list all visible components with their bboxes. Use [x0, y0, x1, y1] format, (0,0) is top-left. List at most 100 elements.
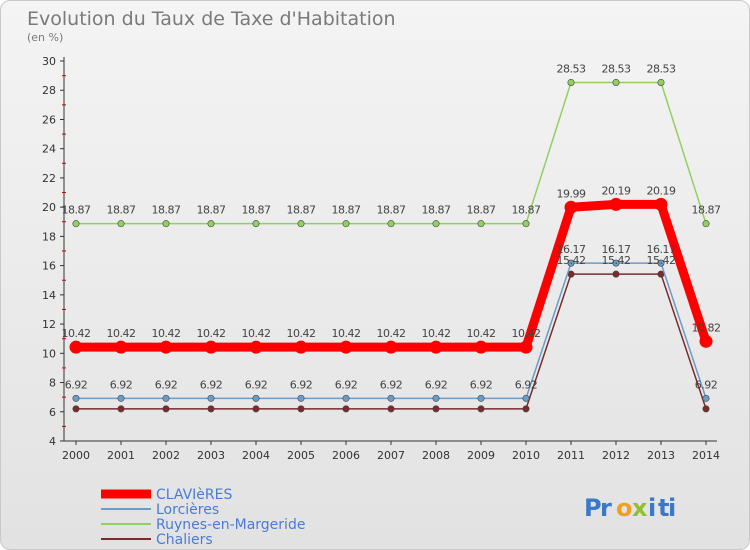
data-labels: 15.42 15.42 15.42 6.92 6.92 6.92 6.92 6.92 6.92 6…	[62, 62, 722, 391]
data-point	[117, 220, 125, 228]
data-point	[609, 197, 623, 211]
data-label: 20.19	[647, 184, 676, 197]
data-point	[159, 340, 173, 354]
x-tick-label: 2000	[62, 449, 90, 462]
data-label: 15.42	[602, 254, 631, 267]
data-label: 10.42	[197, 327, 226, 340]
y-tick-label: 8	[49, 377, 56, 390]
data-point	[429, 340, 443, 354]
data-point	[72, 405, 80, 413]
data-point	[72, 394, 80, 402]
data-label: 28.53	[602, 62, 631, 75]
data-point	[294, 340, 308, 354]
data-label: 6.92	[245, 378, 268, 391]
data-point	[702, 220, 710, 228]
data-label: 6.92	[470, 378, 493, 391]
data-point	[162, 405, 170, 413]
y-tick-label: 28	[42, 84, 56, 97]
x-tick-label: 2007	[377, 449, 405, 462]
chart-subtitle: (en %)	[27, 31, 63, 44]
data-label: 6.92	[695, 378, 718, 391]
data-label: 6.92	[290, 378, 313, 391]
data-point	[567, 78, 575, 86]
data-label: 20.19	[602, 184, 631, 197]
data-label: 18.87	[107, 204, 136, 217]
data-point	[702, 405, 710, 413]
data-point	[384, 340, 398, 354]
x-tick-label: 2003	[197, 449, 225, 462]
data-point	[252, 220, 260, 228]
logo-letter: i	[648, 494, 656, 522]
data-label: 6.92	[380, 378, 403, 391]
logo-letter: r	[600, 494, 612, 522]
data-label: 6.92	[65, 378, 88, 391]
x-tick-label: 2009	[467, 449, 495, 462]
data-label: 18.87	[332, 204, 361, 217]
y-tick-label: 26	[42, 113, 56, 126]
data-point	[342, 220, 350, 228]
data-point	[117, 394, 125, 402]
data-point	[477, 394, 485, 402]
data-point	[339, 340, 353, 354]
x-tick-label: 2004	[242, 449, 270, 462]
data-label: 6.92	[515, 378, 538, 391]
data-point	[387, 394, 395, 402]
data-label: 18.87	[422, 204, 451, 217]
data-point	[297, 394, 305, 402]
data-label: 10.42	[422, 327, 451, 340]
data-point	[162, 394, 170, 402]
data-point	[117, 405, 125, 413]
y-tick-label: 24	[42, 143, 56, 156]
data-label: 6.92	[110, 378, 133, 391]
data-point	[474, 340, 488, 354]
y-tick-label: 14	[42, 289, 56, 302]
data-label: 28.53	[557, 62, 586, 75]
data-point	[387, 405, 395, 413]
data-point	[522, 405, 530, 413]
data-point	[162, 220, 170, 228]
data-point	[252, 394, 260, 402]
logo-letter: o	[616, 494, 633, 522]
chart-title: Evolution du Taux de Taxe d'Habitation	[27, 8, 396, 30]
data-label: 18.87	[467, 204, 496, 217]
data-point	[654, 197, 668, 211]
axes: 4 6 8 10 12 14 16 18 20 22 24 26 28 30 2000 2001 2002 200…	[42, 55, 720, 462]
data-label: 18.87	[512, 204, 541, 217]
data-point	[297, 405, 305, 413]
data-point	[612, 78, 620, 86]
proxiti-logo: Pr o x i ti	[584, 494, 676, 522]
legend-label: Lorcières	[156, 502, 219, 518]
x-tick-label: 2014	[692, 449, 720, 462]
y-tick-label: 18	[42, 230, 56, 243]
data-label: 18.87	[62, 204, 91, 217]
data-point	[432, 220, 440, 228]
x-tick-label: 2005	[287, 449, 315, 462]
data-label: 15.42	[557, 254, 586, 267]
data-point	[342, 405, 350, 413]
y-tick-label: 12	[42, 318, 56, 331]
data-label: 10.42	[152, 327, 181, 340]
data-point	[519, 340, 533, 354]
data-point	[477, 405, 485, 413]
data-label: 10.82	[692, 321, 721, 334]
x-tick-label: 2010	[512, 449, 540, 462]
data-point	[114, 340, 128, 354]
x-tick-label: 2012	[602, 449, 630, 462]
data-label: 28.53	[647, 62, 676, 75]
data-point	[612, 259, 620, 267]
data-label: 6.92	[425, 378, 448, 391]
data-point	[249, 340, 263, 354]
data-point	[72, 220, 80, 228]
data-label: 6.92	[335, 378, 358, 391]
data-label: 10.42	[467, 327, 496, 340]
data-point	[522, 394, 530, 402]
data-point	[477, 220, 485, 228]
data-label: 18.87	[152, 204, 181, 217]
data-point	[69, 340, 83, 354]
data-point	[702, 394, 710, 402]
data-point	[699, 334, 713, 348]
data-label: 10.42	[242, 327, 271, 340]
y-tick-label: 30	[42, 55, 56, 68]
data-label: 10.42	[107, 327, 136, 340]
